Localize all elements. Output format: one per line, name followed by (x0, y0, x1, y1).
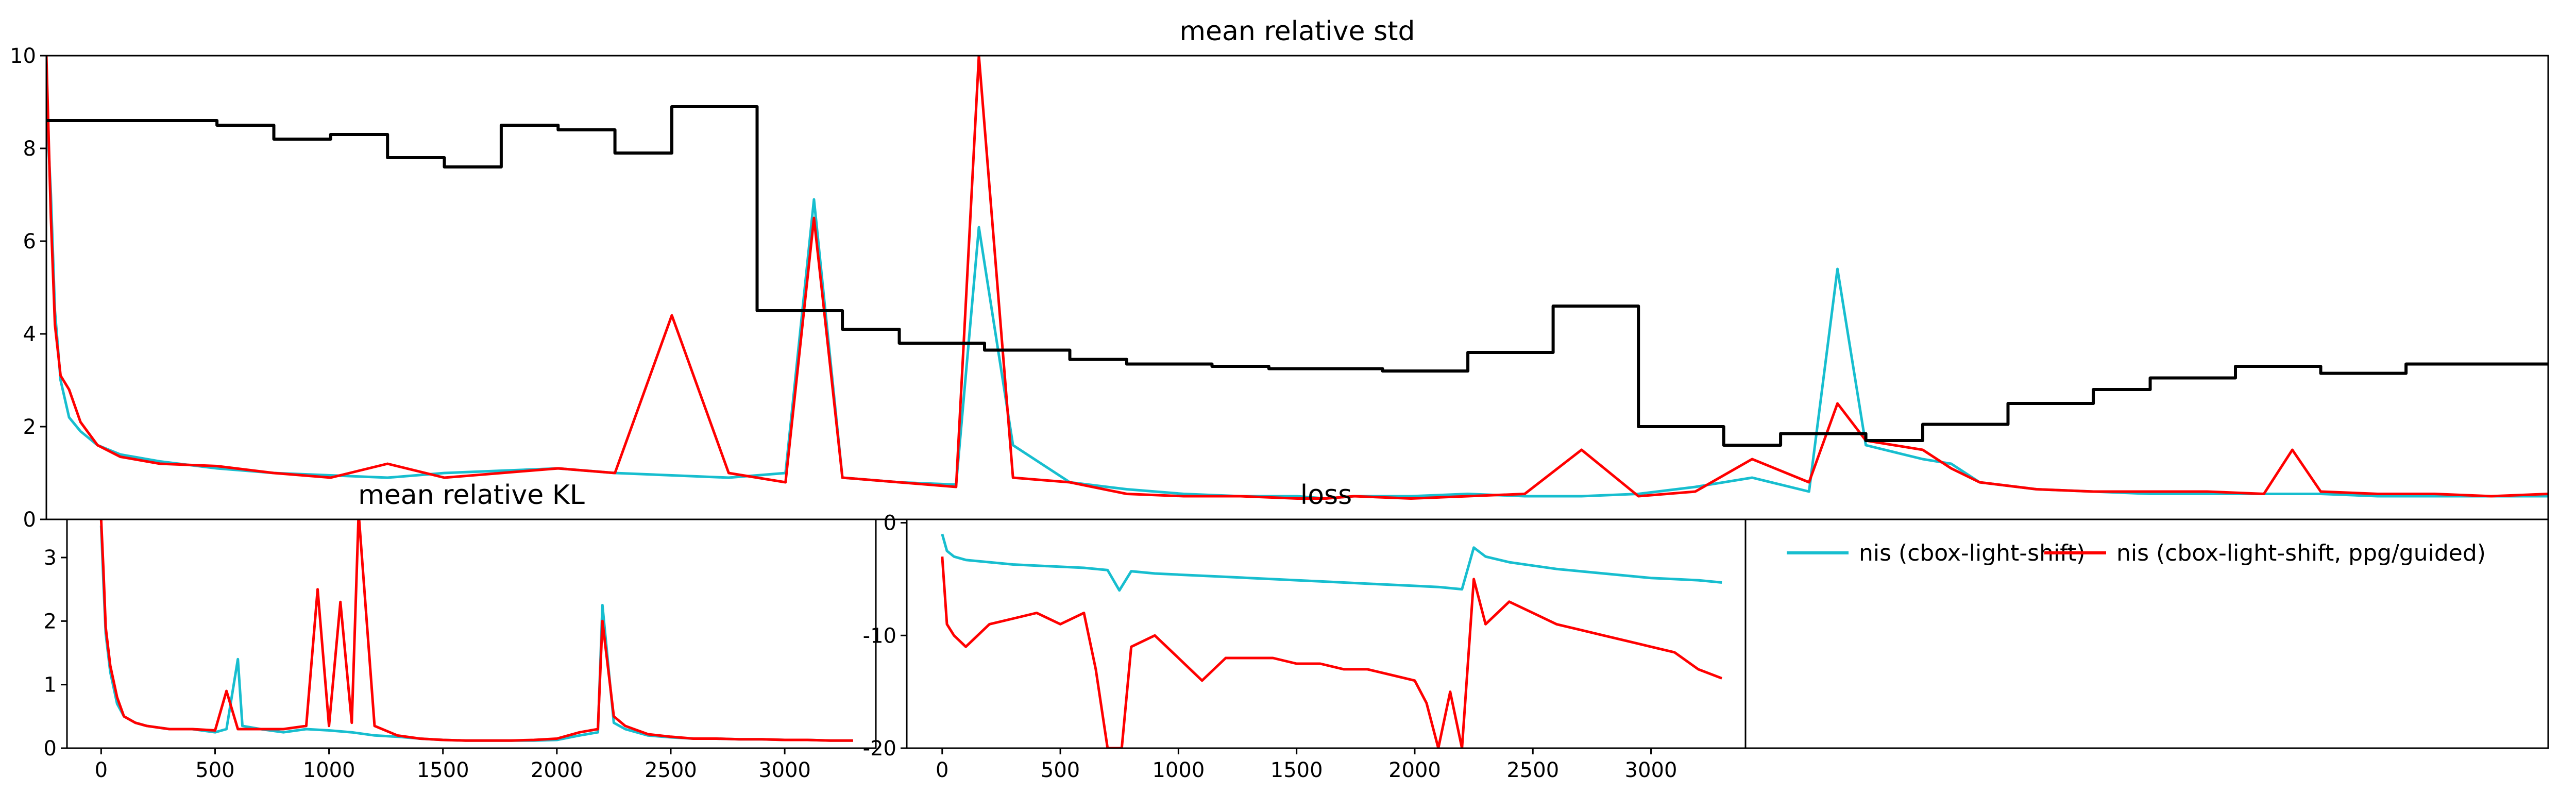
legend-label-ppg: nis (cbox-light-shift, ppg/guided) (2116, 540, 2486, 566)
loss-title: loss (1300, 480, 1352, 511)
loss-plot-area (941, 533, 1722, 748)
kl-xtick-label: 2000 (531, 758, 583, 782)
kl-ytick-label: 2 (44, 610, 57, 633)
kl-xtick-label: 0 (95, 758, 108, 782)
std-ytick-label: 2 (23, 415, 36, 439)
std-series-0-line (46, 102, 2548, 500)
std-plot-area (46, 56, 2548, 500)
loss-xtick-label: 1000 (1152, 758, 1205, 782)
kl-ytick-label: 1 (44, 673, 57, 697)
loss-ytick-label: -20 (863, 737, 896, 761)
kl-xtick-label: 3000 (758, 758, 811, 782)
std-ytick-label: 0 (23, 508, 36, 532)
kl-xtick-label: 500 (195, 758, 234, 782)
legend-axes-frame (1744, 518, 2549, 749)
std-ytick-label: 6 (23, 230, 36, 254)
kl-series-1-line (99, 519, 853, 742)
loss-xtick-label: 1500 (1270, 758, 1323, 782)
kl-xtick-label: 2500 (645, 758, 697, 782)
kl-ytick-label: 0 (44, 737, 57, 761)
kl-xtick-label: 1000 (303, 758, 355, 782)
loss-series-1-line (941, 556, 1722, 748)
loss-xtick-label: 500 (1041, 758, 1080, 782)
kl-ytick-label: 3 (44, 546, 57, 570)
kl-title: mean relative KL (358, 480, 585, 511)
loss-axes-frame (906, 518, 1747, 749)
loss-xtick-label: 0 (936, 758, 948, 782)
std-panel: 0 2 4 6 8 10 mean relative std (10, 16, 2549, 532)
std-ytick-label: 4 (23, 323, 36, 346)
loss-panel: 0 -10 -20 0 500 1000 1500 2000 2500 3000 loss (863, 480, 1747, 782)
std-series-1-line (46, 56, 2548, 500)
kl-panel: 0 1 2 3 0 500 1000 1500 2000 2500 3000 mean relativ… (44, 480, 877, 782)
kl-series-0-line (99, 526, 853, 742)
loss-xtick-label: 2500 (1506, 758, 1559, 782)
kl-xtick-label: 1500 (417, 758, 469, 782)
loss-xtick-label: 3000 (1625, 758, 1677, 782)
kl-plot-area (99, 519, 853, 742)
std-ytick-label: 8 (23, 137, 36, 161)
std-ytick-label: 10 (10, 44, 36, 68)
std-series-2-line (46, 105, 2548, 447)
std-title: mean relative std (1179, 16, 1415, 47)
loss-ytick-label: 0 (884, 512, 896, 535)
legend-panel: nis (cbox-light-shift) nis (cbox-light-s… (1744, 518, 2549, 749)
kl-axes-frame (66, 518, 877, 749)
std-axes-frame (45, 55, 2549, 520)
loss-xtick-label: 2000 (1388, 758, 1441, 782)
loss-ytick-label: -10 (863, 624, 896, 648)
loss-series-0-line (941, 533, 1722, 592)
